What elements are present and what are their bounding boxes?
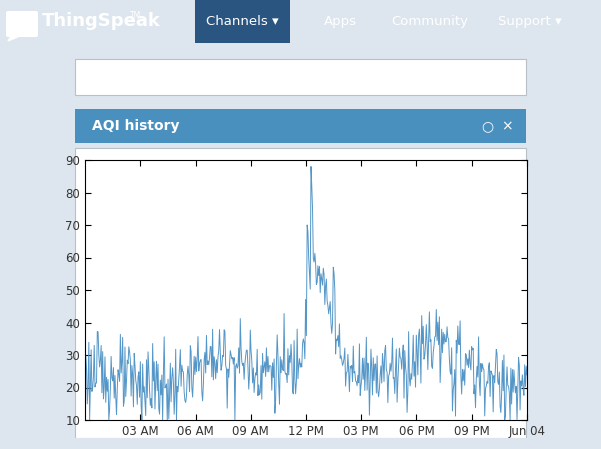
- Text: ○: ○: [481, 119, 493, 133]
- FancyBboxPatch shape: [75, 59, 526, 95]
- Text: TM: TM: [130, 10, 141, 19]
- Bar: [195, 0, 290, 43]
- Text: Community: Community: [391, 15, 469, 28]
- Text: ThingSpeak: ThingSpeak: [42, 13, 161, 31]
- Bar: [75, 148, 526, 438]
- Text: Apps: Apps: [323, 15, 356, 28]
- FancyBboxPatch shape: [6, 11, 38, 37]
- Text: Channels ▾: Channels ▾: [206, 15, 278, 28]
- Text: Support ▾: Support ▾: [498, 15, 562, 28]
- Bar: [75, 109, 526, 143]
- Text: ×: ×: [501, 119, 513, 133]
- Polygon shape: [8, 35, 22, 41]
- Text: AQI history: AQI history: [92, 119, 180, 133]
